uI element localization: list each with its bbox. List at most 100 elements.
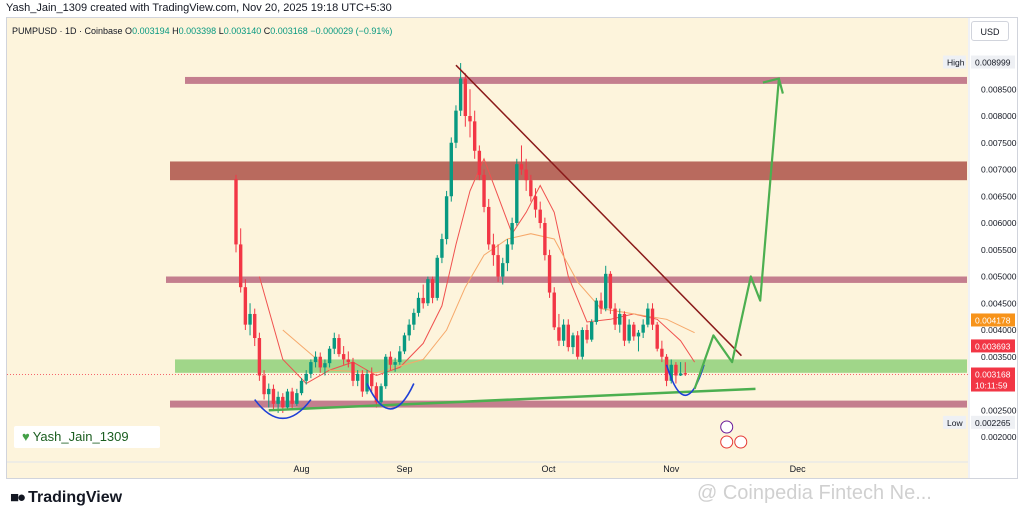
candle-body — [313, 356, 318, 363]
price-label-countdown: 10:11:59 — [975, 381, 1008, 391]
candle-body — [440, 239, 444, 258]
price-label-value: 0.003168 — [975, 370, 1011, 380]
candle-body — [267, 388, 271, 395]
candle-body — [510, 223, 514, 245]
candle-body — [238, 244, 243, 288]
price-label-bg — [971, 55, 1015, 69]
y-tick-label: 0.002000 — [981, 432, 1017, 442]
author-badge: ♥ Yash_Jain_1309 — [14, 426, 160, 448]
candle-body — [299, 380, 304, 394]
candle-body — [655, 324, 659, 349]
candle-body — [599, 300, 603, 309]
candle-body — [646, 308, 650, 325]
candle-body — [360, 373, 365, 392]
y-tick-label: 0.008000 — [981, 111, 1017, 121]
author-badge-label: Yash_Jain_1309 — [32, 429, 129, 444]
ohlc-open-label: O — [125, 26, 133, 36]
candle-body — [262, 375, 266, 395]
x-tick-label: Dec — [790, 464, 807, 474]
candle-body — [337, 338, 341, 355]
candle-body — [341, 354, 346, 360]
candle-body — [622, 313, 627, 341]
candle-body — [304, 373, 308, 381]
candle-body — [477, 150, 482, 175]
candle-body — [430, 279, 435, 298]
zone-brown-1 — [170, 161, 967, 181]
candle-body — [468, 116, 472, 122]
trend-line-down — [455, 64, 742, 357]
candle-body — [355, 373, 360, 381]
candlestick-chart[interactable]: 0.008500 0.008000 0.007500 0.007000 0.006500… — [7, 18, 1017, 478]
candle-body — [618, 313, 622, 325]
currency-button[interactable]: USD — [971, 21, 1009, 41]
coinpedia-watermark: @ Coinpedia Fintech Ne... — [697, 482, 932, 504]
tradingview-mark-icon: ■● — [10, 489, 26, 506]
heart-icon: ♥ — [22, 429, 30, 444]
x-tick-label: Aug — [294, 464, 310, 474]
candle-body — [309, 362, 313, 374]
candle-body — [458, 78, 463, 111]
candle-body — [487, 206, 491, 245]
candle-body — [660, 348, 664, 357]
zone-green-3 — [175, 359, 967, 373]
candle-body — [678, 373, 683, 376]
ohlc-high-label: H — [172, 26, 179, 36]
candle-body — [454, 110, 458, 143]
candle-body — [571, 335, 575, 348]
candle-body — [491, 244, 496, 256]
symbol-name[interactable]: PUMPUSD · 1D · Coinbase — [12, 26, 123, 36]
candle-body — [543, 223, 547, 256]
candle-body — [248, 313, 252, 325]
ohlc-close: 0.003168 — [270, 26, 308, 36]
zone-pink-2 — [166, 276, 967, 283]
candle-body — [533, 196, 538, 210]
candle-body — [318, 356, 322, 368]
ohlc-high: 0.003398 — [178, 26, 217, 36]
candle-body — [402, 335, 407, 352]
flag-icon — [720, 435, 734, 449]
x-tick-label: Sep — [396, 464, 412, 474]
projection-arrowhead — [762, 77, 784, 94]
candle-body — [589, 321, 594, 340]
tradingview-logo[interactable]: ■● TradingView — [10, 489, 122, 507]
candle-body — [505, 244, 510, 264]
y-tick-label: 0.004000 — [981, 325, 1017, 335]
candle-body — [295, 393, 299, 404]
price-label-name-bg — [943, 415, 966, 429]
candle-body — [580, 330, 585, 357]
candle-body — [407, 324, 411, 336]
candle-body — [398, 351, 402, 363]
price-label-bg — [971, 415, 1015, 429]
candle-body — [412, 312, 416, 325]
candle-body — [632, 324, 636, 337]
chart-frame[interactable]: 0.008500 0.008000 0.007500 0.007000 0.006500… — [6, 17, 1018, 479]
x-tick-label: Nov — [663, 464, 680, 474]
price-label-value: 0.003693 — [975, 341, 1011, 351]
candle-body — [346, 359, 351, 363]
price-label-name-bg — [943, 55, 966, 69]
candle-body — [351, 362, 355, 381]
y-axis-ticks: 0.008500 0.008000 0.007500 0.007000 0.006500… — [981, 84, 1017, 442]
candle-body — [575, 335, 580, 357]
y-tick-label: 0.003500 — [981, 352, 1017, 362]
candle-body — [393, 362, 397, 365]
candle-body — [604, 273, 608, 309]
price-label-name: Low — [947, 418, 963, 428]
projection-path — [693, 78, 780, 390]
trend-line-up — [268, 387, 756, 412]
candle-body — [674, 364, 678, 376]
candle-body — [271, 388, 276, 404]
candle-body — [276, 396, 280, 404]
candle-body — [636, 332, 641, 337]
candle-body — [365, 373, 369, 392]
rounded-bottom-curve-1 — [366, 383, 415, 410]
candle-body — [426, 279, 430, 304]
y-tick-label: 0.008500 — [981, 84, 1017, 94]
candle-body — [253, 313, 257, 339]
candle-body — [501, 263, 505, 277]
candle-body — [594, 300, 599, 322]
candle-body — [421, 297, 425, 304]
price-label-bg — [971, 367, 1015, 392]
zone-pink-0 — [185, 76, 967, 84]
candle-body — [585, 330, 589, 340]
